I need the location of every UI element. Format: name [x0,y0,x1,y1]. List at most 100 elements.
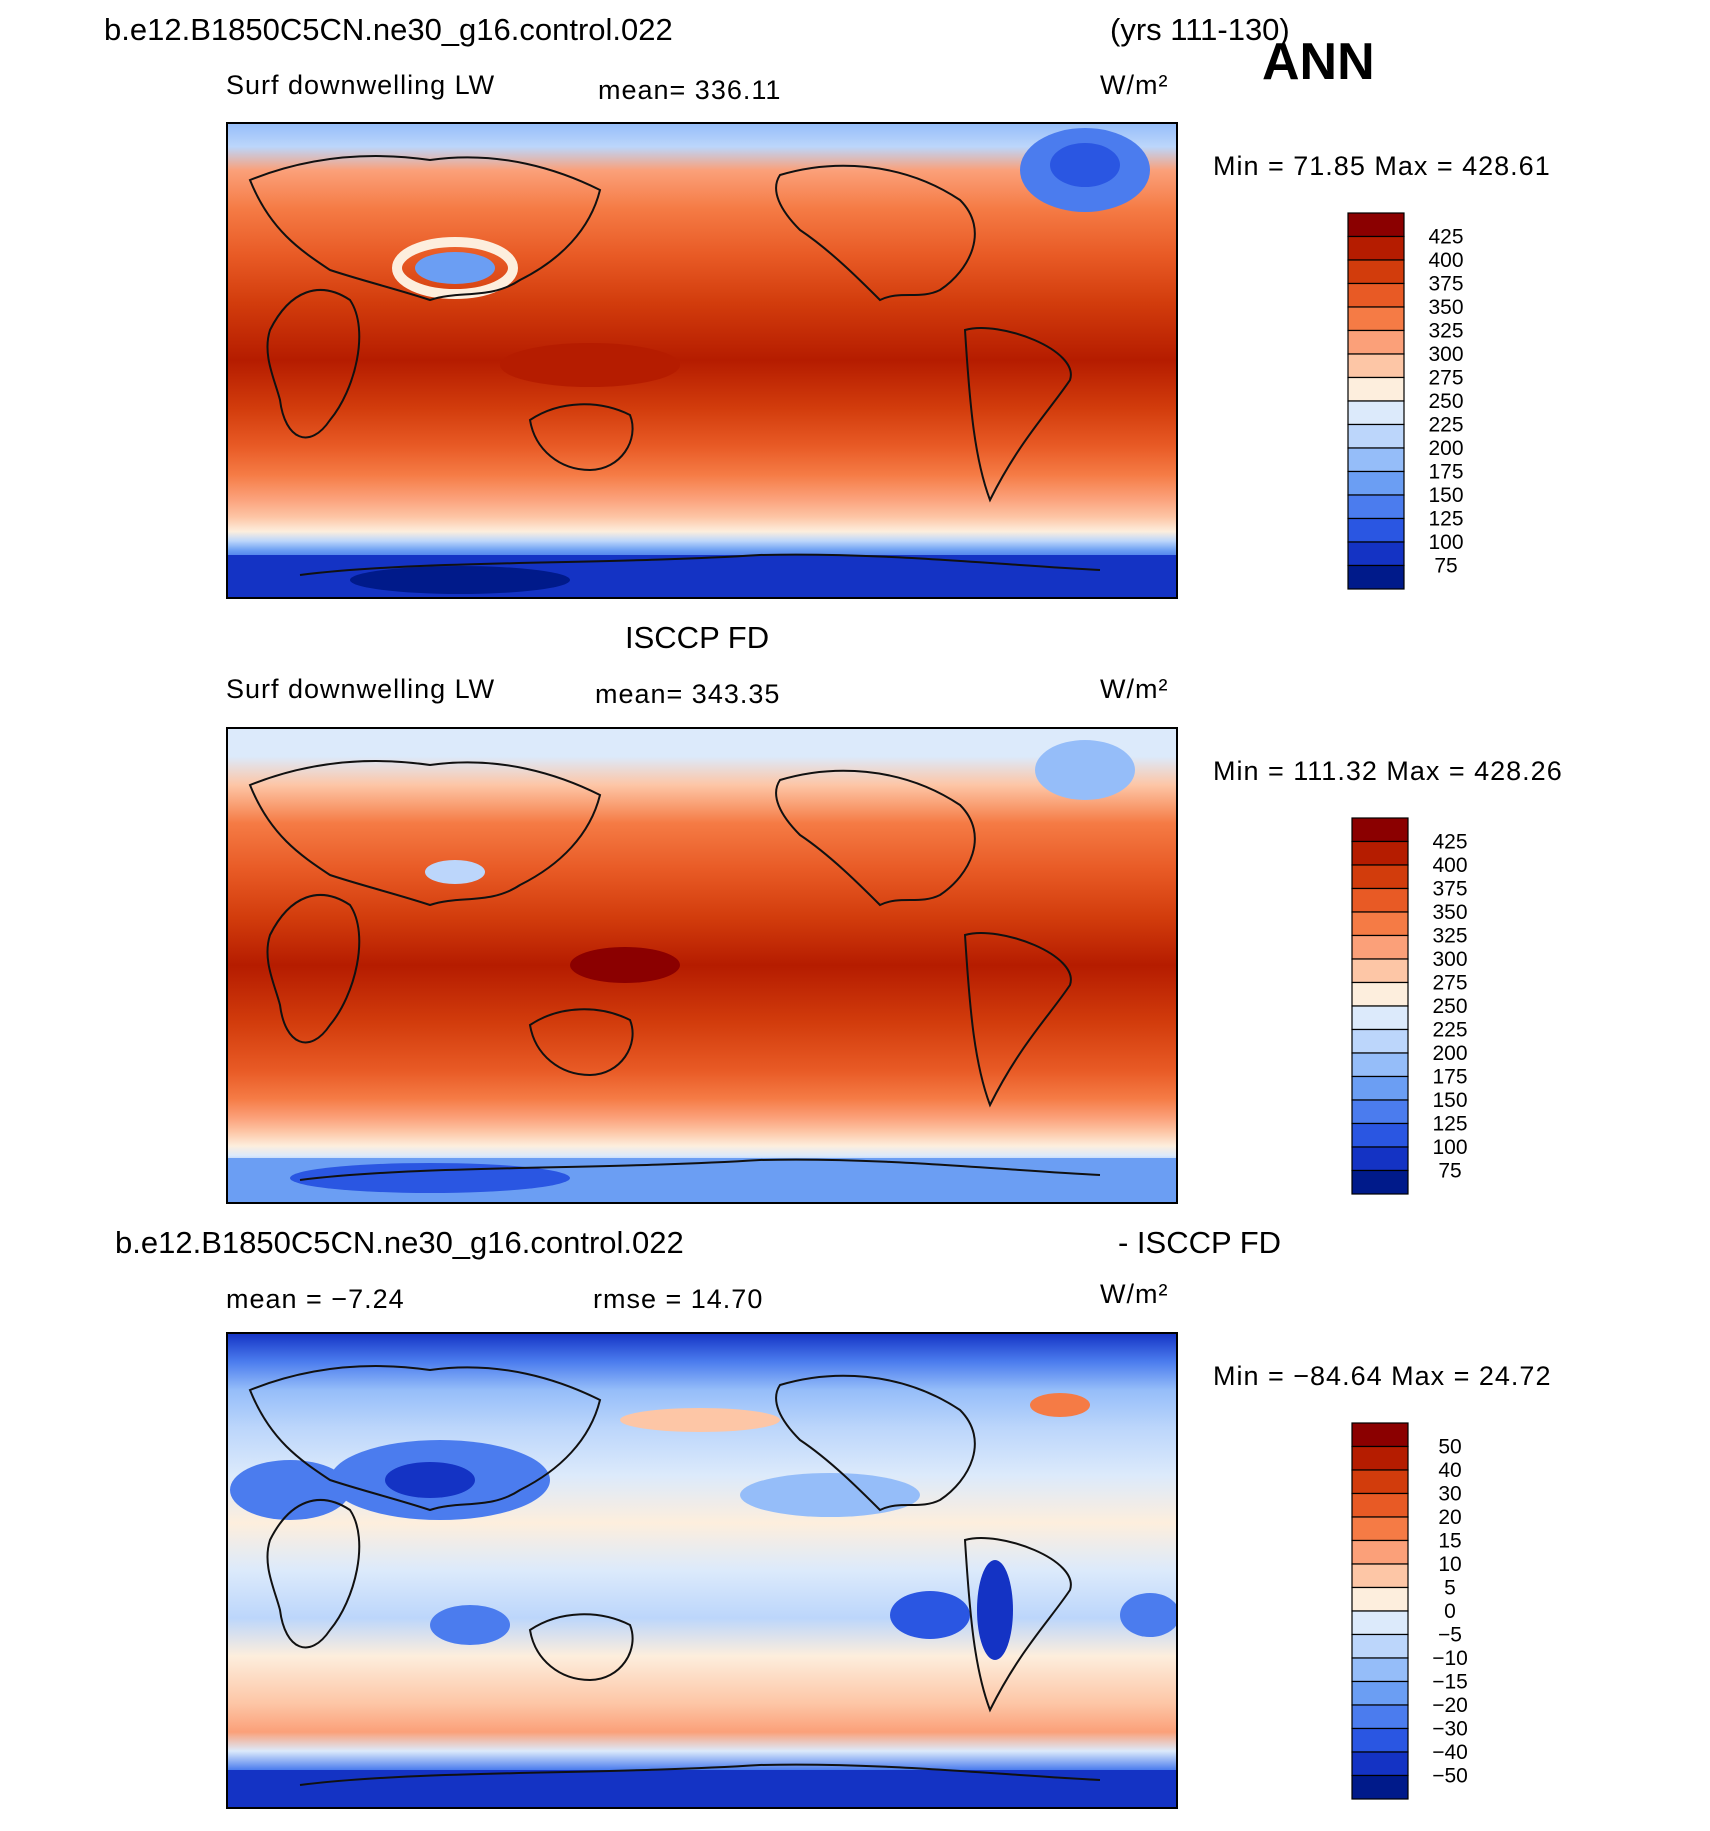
panel-obs: ISCCP FD Surf downwelling LW mean= 343.3… [226,620,1562,1204]
colorbar-box [1351,1704,1409,1730]
colorbar-box [1351,911,1409,937]
panel-3-n-atlantic-positive [1030,1393,1090,1417]
colorbar-box [1347,517,1405,543]
colorbar-tick-label: 0 [1444,1600,1456,1623]
panel-3-asia-core [385,1462,475,1498]
panel-3-n-pacific-positive [620,1408,780,1432]
panel-2-antarctic-core [290,1163,570,1193]
colorbar-box [1347,494,1405,520]
colorbar-tick-label: 50 [1438,1436,1461,1459]
colorbar-tick-label: 375 [1432,878,1467,901]
panel-1-mean: mean= 336.11 [598,75,781,105]
colorbar-tick-label: 250 [1432,995,1467,1018]
colorbar-box [1347,470,1405,496]
panel-3-frame [226,1332,1178,1809]
colorbar-box [1351,1075,1409,1101]
colorbar-tick-label: 425 [1432,831,1467,854]
colorbar-box [1347,212,1405,238]
colorbar-box [1351,840,1409,866]
colorbar-box [1351,1469,1409,1495]
panel-1-antarctic-core [350,566,570,594]
colorbar-tick-label: −50 [1432,1765,1468,1788]
colorbar-box [1351,1422,1409,1448]
colorbar-box [1351,1774,1409,1800]
colorbar-tick-label: 20 [1438,1506,1461,1529]
colorbar-tick-label: −20 [1432,1694,1468,1717]
case-title: b.e12.B1850C5CN.ne30_g16.control.022 [104,12,673,47]
panel-3-se-pacific-negative [890,1591,970,1639]
panel-1-min-max: Min = 71.85 Max = 428.61 [1213,151,1551,181]
colorbar-tick-label: 150 [1432,1089,1467,1112]
panel-3-coastlines [248,1365,1101,1786]
colorbar-box [1351,1005,1409,1031]
colorbar-box [1351,1146,1409,1172]
colorbar-tick-label: 75 [1438,1160,1461,1183]
colorbar-tick-label: −30 [1432,1718,1468,1741]
panel-1-tibet-ring [392,237,518,299]
panel-3-units: W/m² [1100,1279,1168,1309]
colorbar-box [1351,1122,1409,1148]
colorbar-tick-label: 175 [1428,461,1463,484]
panel-3-pacific-negative [740,1473,920,1517]
colorbar-tick-label: 100 [1428,531,1463,554]
panel-1-warm-pool [500,343,680,387]
colorbar-tick-label: 175 [1432,1066,1467,1089]
panel-1-field-label: Surf downwelling LW [226,70,495,100]
colorbar-tick-label: 300 [1428,343,1463,366]
colorbar-tick-label: 325 [1432,925,1467,948]
colorbar-box [1351,1052,1409,1078]
colorbar-tick-label: 400 [1432,854,1467,877]
colorbar-box [1347,423,1405,449]
colorbar-box [1351,864,1409,890]
colorbar-box [1347,282,1405,308]
colorbar-tick-label: 275 [1428,367,1463,390]
panel-3-min-max: Min = −84.64 Max = 24.72 [1213,1361,1551,1391]
colorbar-box [1351,1680,1409,1706]
colorbar-box [1347,259,1405,285]
colorbar-tick-label: 275 [1432,972,1467,995]
panel-3-andes-negative [977,1560,1013,1660]
panel-3-antarctic [227,1770,1177,1808]
panel-3-title-right: - ISCCP FD [1118,1225,1281,1260]
colorbar-tick-label: 350 [1428,296,1463,319]
colorbar-box [1351,1169,1409,1195]
colorbar-box [1351,1586,1409,1612]
panel-2-mean: mean= 343.35 [595,679,780,709]
panel-3-mean: mean = −7.24 [226,1284,405,1314]
colorbar-box [1347,306,1405,332]
colorbar-box [1351,958,1409,984]
colorbar-tick-label: 75 [1434,555,1457,578]
panel-3-title: b.e12.B1850C5CN.ne30_g16.control.022 [115,1225,684,1260]
colorbar-tick-label: 400 [1428,249,1463,272]
panel-2-tibet-low [425,860,485,884]
colorbar-tick-label: 200 [1432,1042,1467,1065]
colorbar-tick-label: 200 [1428,437,1463,460]
colorbar-box [1351,1028,1409,1054]
colorbar-tick-label: −10 [1432,1647,1468,1670]
colorbar-tick-label: 225 [1428,414,1463,437]
years-label: (yrs 111-130) [1110,12,1290,47]
panel-3-s-indian-negative [430,1605,510,1645]
colorbar-tick-label: 5 [1444,1577,1456,1600]
panel-3-se-atlantic-negative [1120,1593,1177,1637]
colorbar-box [1351,1099,1409,1125]
colorbar-box [1351,1610,1409,1636]
panel-2-field [227,728,1177,1203]
colorbar-tick-label: −40 [1432,1741,1468,1764]
colorbar-box [1347,541,1405,567]
panel-diff: b.e12.B1850C5CN.ne30_g16.control.022 - I… [115,1225,1551,1809]
colorbar-box [1347,353,1405,379]
colorbar-box [1351,1516,1409,1542]
colorbar-box [1351,1563,1409,1589]
colorbar-box [1351,817,1409,843]
colorbar-tick-label: 125 [1428,508,1463,531]
colorbar-tick-label: −15 [1432,1671,1468,1694]
panel-2-greenland-low [1035,740,1135,800]
panel-1-tibet-low [415,252,495,284]
colorbar-tick-label: 375 [1428,273,1463,296]
panel-2-title: ISCCP FD [625,620,769,655]
colorbar-tick-label: 40 [1438,1459,1461,1482]
colorbar-box [1347,400,1405,426]
panel-1-frame [226,122,1178,599]
